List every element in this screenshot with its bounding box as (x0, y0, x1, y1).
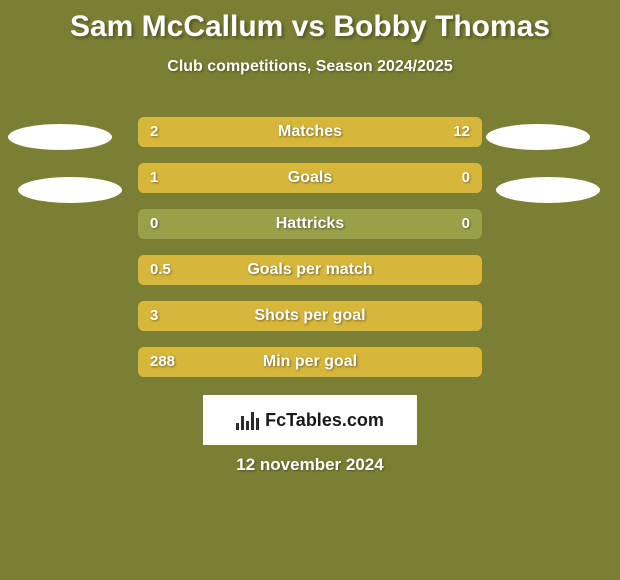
page-title: Sam McCallum vs Bobby Thomas (0, 0, 620, 44)
stat-bar-left (138, 255, 482, 285)
stat-bar-left (138, 301, 482, 331)
stat-value-left: 2 (150, 117, 158, 147)
stat-value-right: 0 (462, 209, 470, 239)
stat-value-left: 288 (150, 347, 175, 377)
stat-track (138, 163, 482, 193)
stat-row: 288Min per goal (0, 340, 620, 386)
stat-track (138, 301, 482, 331)
date-label: 12 november 2024 (0, 455, 620, 475)
stat-value-left: 1 (150, 163, 158, 193)
logo-text: FcTables.com (265, 410, 384, 431)
team-badge-placeholder (8, 124, 112, 150)
stats-chart: 212Matches10Goals00Hattricks0.5Goals per… (0, 110, 620, 386)
stat-bar-left (138, 347, 482, 377)
stat-track (138, 209, 482, 239)
stat-bar-right (187, 117, 482, 147)
stat-track (138, 117, 482, 147)
stat-bar-left (138, 163, 399, 193)
stat-row: 00Hattricks (0, 202, 620, 248)
team-badge-placeholder (486, 124, 590, 150)
page-subtitle: Club competitions, Season 2024/2025 (0, 58, 620, 76)
stat-row: 0.5Goals per match (0, 248, 620, 294)
stat-value-right: 12 (453, 117, 470, 147)
infographic-root: Sam McCallum vs Bobby Thomas Club compet… (0, 0, 620, 580)
stat-value-left: 0.5 (150, 255, 171, 285)
stat-value-left: 0 (150, 209, 158, 239)
logo-bars-icon (236, 410, 259, 430)
stat-track (138, 255, 482, 285)
team-badge-placeholder (496, 177, 600, 203)
stat-row: 3Shots per goal (0, 294, 620, 340)
team-badge-placeholder (18, 177, 122, 203)
stat-track (138, 347, 482, 377)
stat-value-left: 3 (150, 301, 158, 331)
stat-value-right: 0 (462, 163, 470, 193)
fctables-logo: FcTables.com (203, 395, 417, 445)
stat-bar-left (138, 117, 187, 147)
